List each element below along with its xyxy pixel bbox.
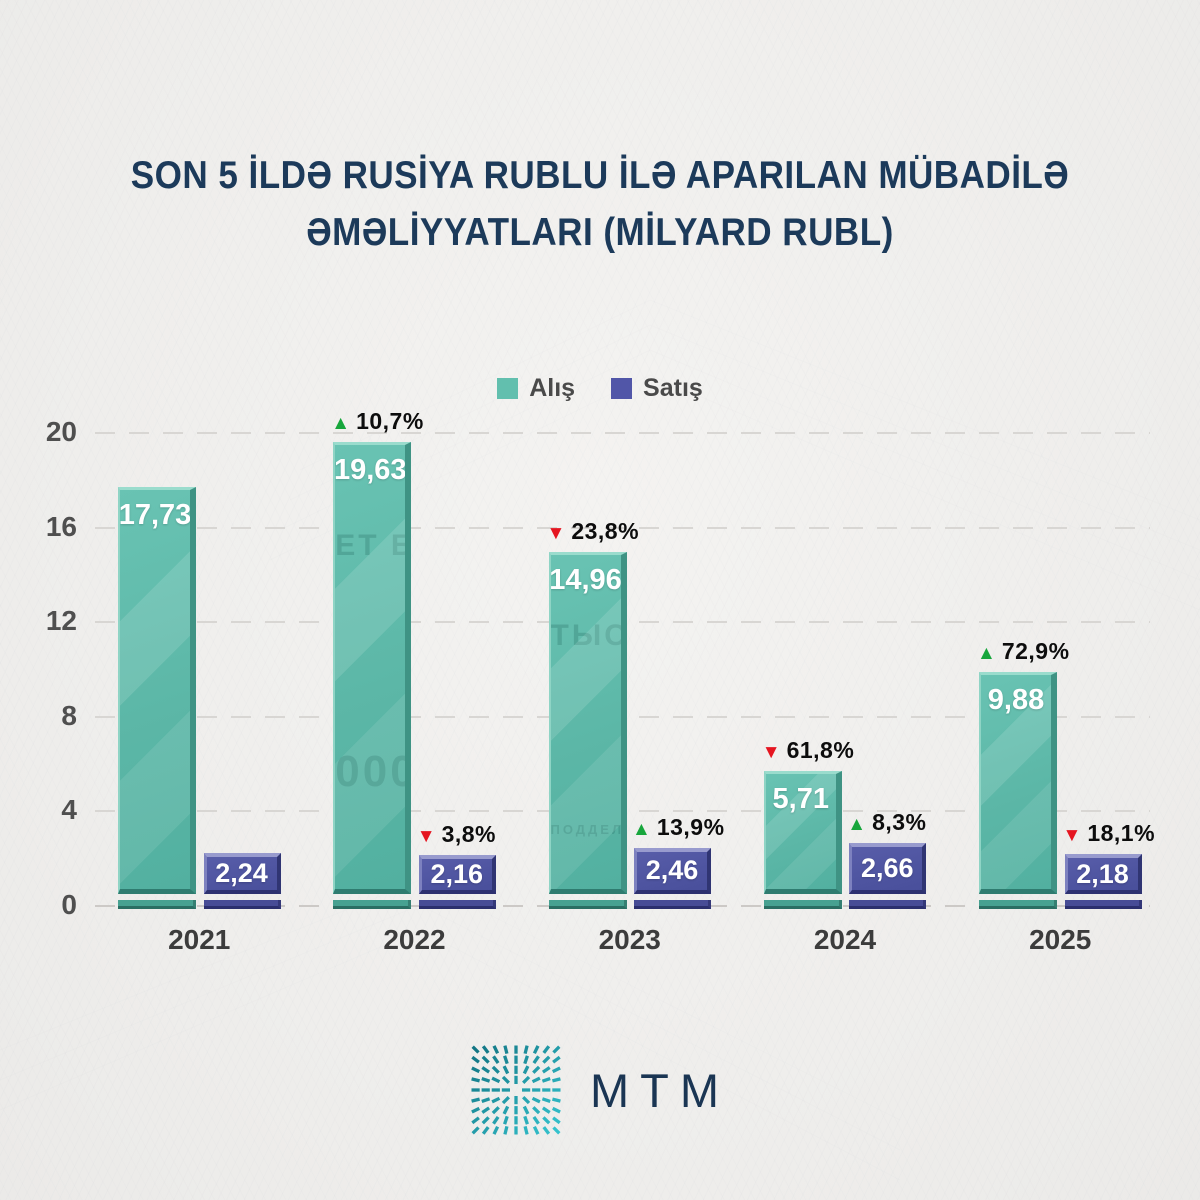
bar-body-alis-2022: 19,63 ЕТ БАН 000: [333, 441, 412, 894]
bar-value-label: 5,71: [772, 782, 829, 815]
alis-color-swatch-icon: [497, 378, 519, 399]
legend-label-alis: Alış: [529, 374, 576, 402]
legend-label-satis: Satış: [643, 374, 703, 402]
change-percent-text: 72,9%: [1001, 638, 1070, 665]
up-triangle-icon: ▲: [632, 818, 651, 840]
bar-pedestal: [634, 900, 711, 909]
x-axis-label-2021: 2021: [168, 924, 231, 955]
bar-satis-2023: 2,46: [634, 847, 711, 909]
bar-pedestal: [333, 900, 412, 909]
gridline-y-16: [95, 526, 1150, 529]
bar-pedestal: [118, 900, 196, 909]
banknote-watermark-text: ТЫС: [550, 618, 627, 652]
bar-pedestal: [849, 900, 927, 909]
bar-pedestal: [203, 900, 281, 909]
up-triangle-icon: ▲: [977, 643, 996, 665]
change-label-satis-2024: ▲ 8,3%: [847, 809, 927, 836]
bar-body-satis-2025: 2,18: [1064, 854, 1142, 894]
bar-body-alis-2024: 5,71: [763, 770, 842, 894]
bar-value-label: 9,88: [987, 684, 1045, 717]
mtm-logo-burst-icon: [471, 1045, 561, 1135]
legend-item-alis: Alış: [497, 374, 575, 403]
bar-satis-2021: 2,24: [203, 853, 281, 909]
y-axis-tick-0: 0: [61, 889, 77, 920]
bar-value-label: 17,73: [118, 498, 192, 531]
change-percent-text: 10,7%: [356, 407, 424, 434]
gridline-y-20: [95, 432, 1150, 434]
bar-pedestal: [1064, 900, 1142, 909]
down-triangle-icon: ▼: [761, 741, 781, 763]
bar-pedestal: [418, 900, 496, 909]
bar-body-satis-2022: 2,16: [418, 854, 496, 894]
up-triangle-icon: ▲: [847, 814, 867, 836]
bar-value-label: 2,66: [860, 853, 914, 884]
change-percent-text: 3,8%: [441, 820, 496, 847]
banknote-watermark-text: 000: [335, 746, 412, 796]
x-axis-label-2022: 2022: [383, 924, 446, 955]
change-percent-text: 18,1%: [1087, 820, 1156, 847]
bar-body-satis-2021: 2,24: [203, 853, 281, 894]
change-percent-text: 8,3%: [872, 809, 927, 836]
x-axis-label-2023: 2023: [598, 924, 661, 955]
bar-satis-2025: 2,18: [1064, 854, 1142, 909]
down-triangle-icon: ▼: [416, 825, 436, 847]
bar-value-label: 2,16: [430, 858, 484, 889]
chart-legend: Alış Satış: [0, 374, 1200, 403]
change-label-alis-2023: ▼ 23,8%: [546, 518, 640, 545]
bar-body-alis-2025: 9,88: [979, 672, 1057, 894]
y-axis-tick-12: 12: [45, 605, 77, 637]
bar-body-satis-2023: 2,46: [634, 847, 711, 894]
bar-value-label: 14,96: [549, 564, 622, 597]
down-triangle-icon: ▼: [546, 523, 566, 545]
y-axis-tick-16: 16: [45, 510, 77, 542]
bar-alis-2024: 5,71: [763, 770, 842, 909]
bar-alis-2023: 14,96 ТЫС ПОДДЕЛКА БИЛЕ: [548, 552, 627, 909]
bar-alis-2021: 17,73: [118, 486, 196, 909]
change-percent-text: 61,8%: [786, 736, 855, 763]
bar-satis-2024: 2,66: [849, 843, 927, 909]
change-percent-text: 23,8%: [571, 518, 640, 545]
banknote-watermark-text: ЕТ БАН: [335, 529, 405, 563]
bar-pedestal: [763, 900, 842, 909]
satis-color-swatch-icon: [611, 378, 633, 399]
bar-body-alis-2021: 17,73: [118, 486, 196, 894]
change-percent-text: 13,9%: [656, 813, 725, 840]
up-triangle-icon: ▲: [331, 412, 351, 434]
bar-alis-2025: 9,88: [979, 672, 1057, 909]
banknote-watermark-text: ПОДДЕЛКА БИЛЕ: [550, 822, 625, 838]
y-axis-tick-4: 4: [61, 794, 77, 826]
bar-satis-2022: 2,16: [418, 854, 496, 909]
change-label-satis-2022: ▼ 3,8%: [416, 820, 496, 847]
legend-item-satis: Satış: [611, 374, 703, 403]
change-label-alis-2022: ▲ 10,7%: [331, 407, 424, 434]
bar-pedestal: [979, 900, 1057, 909]
mtm-logo-text: MTM: [589, 1063, 730, 1117]
bar-body-satis-2024: 2,66: [849, 843, 927, 894]
bar-value-label: 2,46: [645, 855, 699, 886]
change-label-satis-2025: ▼ 18,1%: [1062, 820, 1156, 847]
change-label-alis-2025: ▲ 72,9%: [977, 638, 1070, 665]
bar-alis-2022: 19,63 ЕТ БАН 000: [333, 441, 412, 909]
mtm-logo: MTM: [0, 1044, 1200, 1136]
down-triangle-icon: ▼: [1062, 825, 1082, 847]
bar-value-label: 19,63: [333, 453, 407, 486]
bar-pedestal: [548, 900, 627, 909]
y-axis-tick-20: 20: [45, 416, 77, 447]
x-axis-label-2025: 2025: [1029, 924, 1092, 955]
y-axis-tick-8: 8: [61, 699, 77, 731]
change-label-alis-2024: ▼ 61,8%: [761, 736, 855, 763]
chart-title: SON 5 İLDƏ RUSİYA RUBLU İLƏ APARILAN MÜB…: [130, 154, 1070, 254]
change-label-satis-2023: ▲ 13,9%: [632, 813, 725, 840]
bar-value-label: 2,18: [1076, 858, 1129, 889]
bar-body-alis-2023: 14,96 ТЫС ПОДДЕЛКА БИЛЕ: [548, 552, 627, 894]
bar-value-label: 2,24: [215, 858, 268, 889]
x-axis-label-2024: 2024: [813, 924, 877, 955]
